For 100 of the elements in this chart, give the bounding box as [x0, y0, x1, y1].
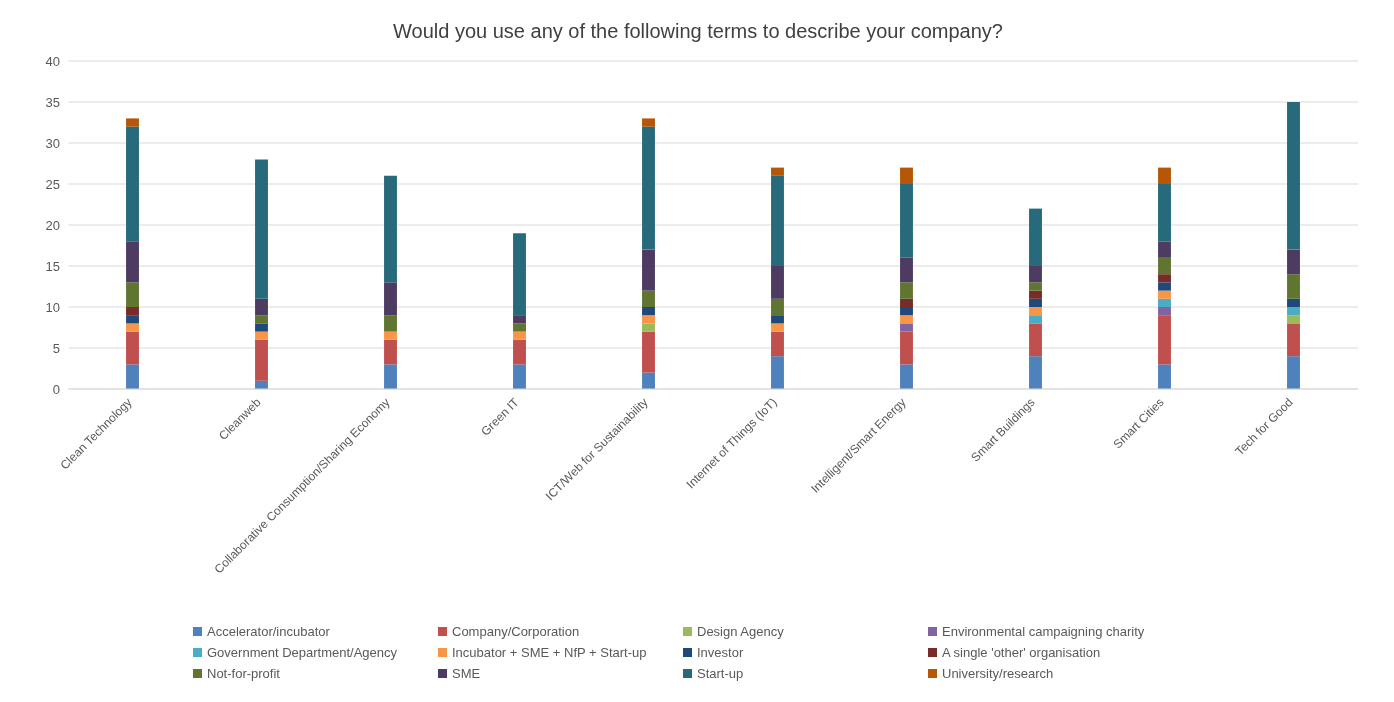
chart-title: Would you use any of the following terms to describe your company?	[392, 20, 1004, 43]
bar	[255, 339, 268, 381]
legend-label: Accelerator/incubator	[207, 624, 330, 639]
bar	[771, 356, 784, 389]
bar	[900, 323, 913, 332]
bar	[1158, 282, 1171, 291]
bar	[642, 372, 655, 389]
y-tick-label: 0	[52, 381, 60, 397]
y-tick-label: 25	[45, 176, 60, 192]
legend-label: Government Department/Agency	[207, 645, 398, 660]
bar	[1287, 315, 1300, 324]
bar	[771, 331, 784, 357]
bar	[900, 364, 913, 389]
bar	[900, 315, 913, 324]
bar	[513, 323, 526, 332]
bar	[900, 307, 913, 316]
legend-label: Design Agency	[697, 624, 784, 639]
bar	[126, 241, 139, 283]
bar	[642, 307, 655, 316]
bar	[1029, 282, 1042, 291]
y-tick-label: 15	[45, 258, 60, 274]
y-tick-label: 40	[45, 53, 60, 69]
bar	[642, 249, 655, 291]
bar	[771, 266, 784, 299]
bar	[255, 159, 268, 299]
bar	[513, 364, 526, 389]
bar	[1158, 274, 1171, 283]
bar	[513, 339, 526, 365]
bar	[384, 175, 397, 283]
bar	[1158, 257, 1171, 275]
bar	[1287, 274, 1300, 299]
bar	[1287, 249, 1300, 275]
y-tick-label: 35	[45, 94, 60, 110]
bar	[1029, 208, 1042, 266]
bar	[900, 298, 913, 307]
bar	[771, 315, 784, 324]
bar	[126, 331, 139, 365]
bar	[900, 257, 913, 283]
bar	[1287, 323, 1300, 357]
bar	[642, 323, 655, 332]
bar	[126, 323, 139, 332]
legend-label: Not-for-profit	[207, 666, 280, 681]
bar	[384, 364, 397, 389]
bar	[384, 282, 397, 316]
bar	[900, 331, 913, 365]
bar	[642, 126, 655, 250]
bar	[1158, 241, 1171, 258]
bar	[900, 167, 913, 184]
bar	[255, 331, 268, 340]
bar	[642, 331, 655, 373]
legend-label: Start-up	[697, 666, 744, 681]
bar	[126, 307, 139, 316]
y-tick-label: 20	[45, 217, 60, 233]
bar	[255, 298, 268, 316]
legend-label: University/research	[942, 666, 1054, 681]
bar	[126, 118, 139, 127]
bar	[1158, 315, 1171, 365]
bar	[255, 315, 268, 324]
bar	[1029, 356, 1042, 389]
bar	[126, 282, 139, 307]
bar	[1287, 307, 1300, 316]
bar	[1287, 356, 1300, 389]
bar	[384, 339, 397, 365]
bar	[1029, 290, 1042, 299]
bar	[900, 184, 913, 258]
bar	[513, 233, 526, 316]
bar	[771, 323, 784, 332]
bar	[126, 315, 139, 324]
legend-label: SME	[452, 666, 481, 681]
legend-label: Environmental campaigning charity	[942, 624, 1145, 639]
bar	[1158, 298, 1171, 307]
y-tick-label: 5	[52, 340, 60, 356]
legend-label: Company/Corporation	[452, 624, 580, 639]
bar	[642, 315, 655, 324]
bar	[771, 175, 784, 266]
bar	[771, 167, 784, 176]
bar	[513, 331, 526, 340]
bar	[1287, 102, 1300, 250]
bar	[513, 315, 526, 324]
bar	[642, 118, 655, 127]
bar	[1158, 167, 1171, 184]
bar	[255, 323, 268, 332]
bar	[384, 315, 397, 332]
legend-label: Investor	[697, 645, 744, 660]
bar	[1158, 184, 1171, 242]
bar	[642, 290, 655, 307]
bar	[900, 282, 913, 299]
bar	[126, 364, 139, 389]
bar	[126, 126, 139, 242]
bar	[1029, 323, 1042, 357]
bar	[384, 331, 397, 340]
legend-label: A single 'other' organisation	[942, 645, 1101, 660]
bar	[1029, 266, 1042, 283]
bar	[771, 298, 784, 316]
legend-label: Incubator + SME + NfP + Start-up	[452, 645, 647, 660]
bar	[1158, 290, 1171, 299]
bar	[1287, 298, 1300, 307]
y-tick-label: 30	[45, 135, 60, 151]
bar	[1158, 364, 1171, 389]
y-tick-label: 10	[45, 299, 60, 315]
